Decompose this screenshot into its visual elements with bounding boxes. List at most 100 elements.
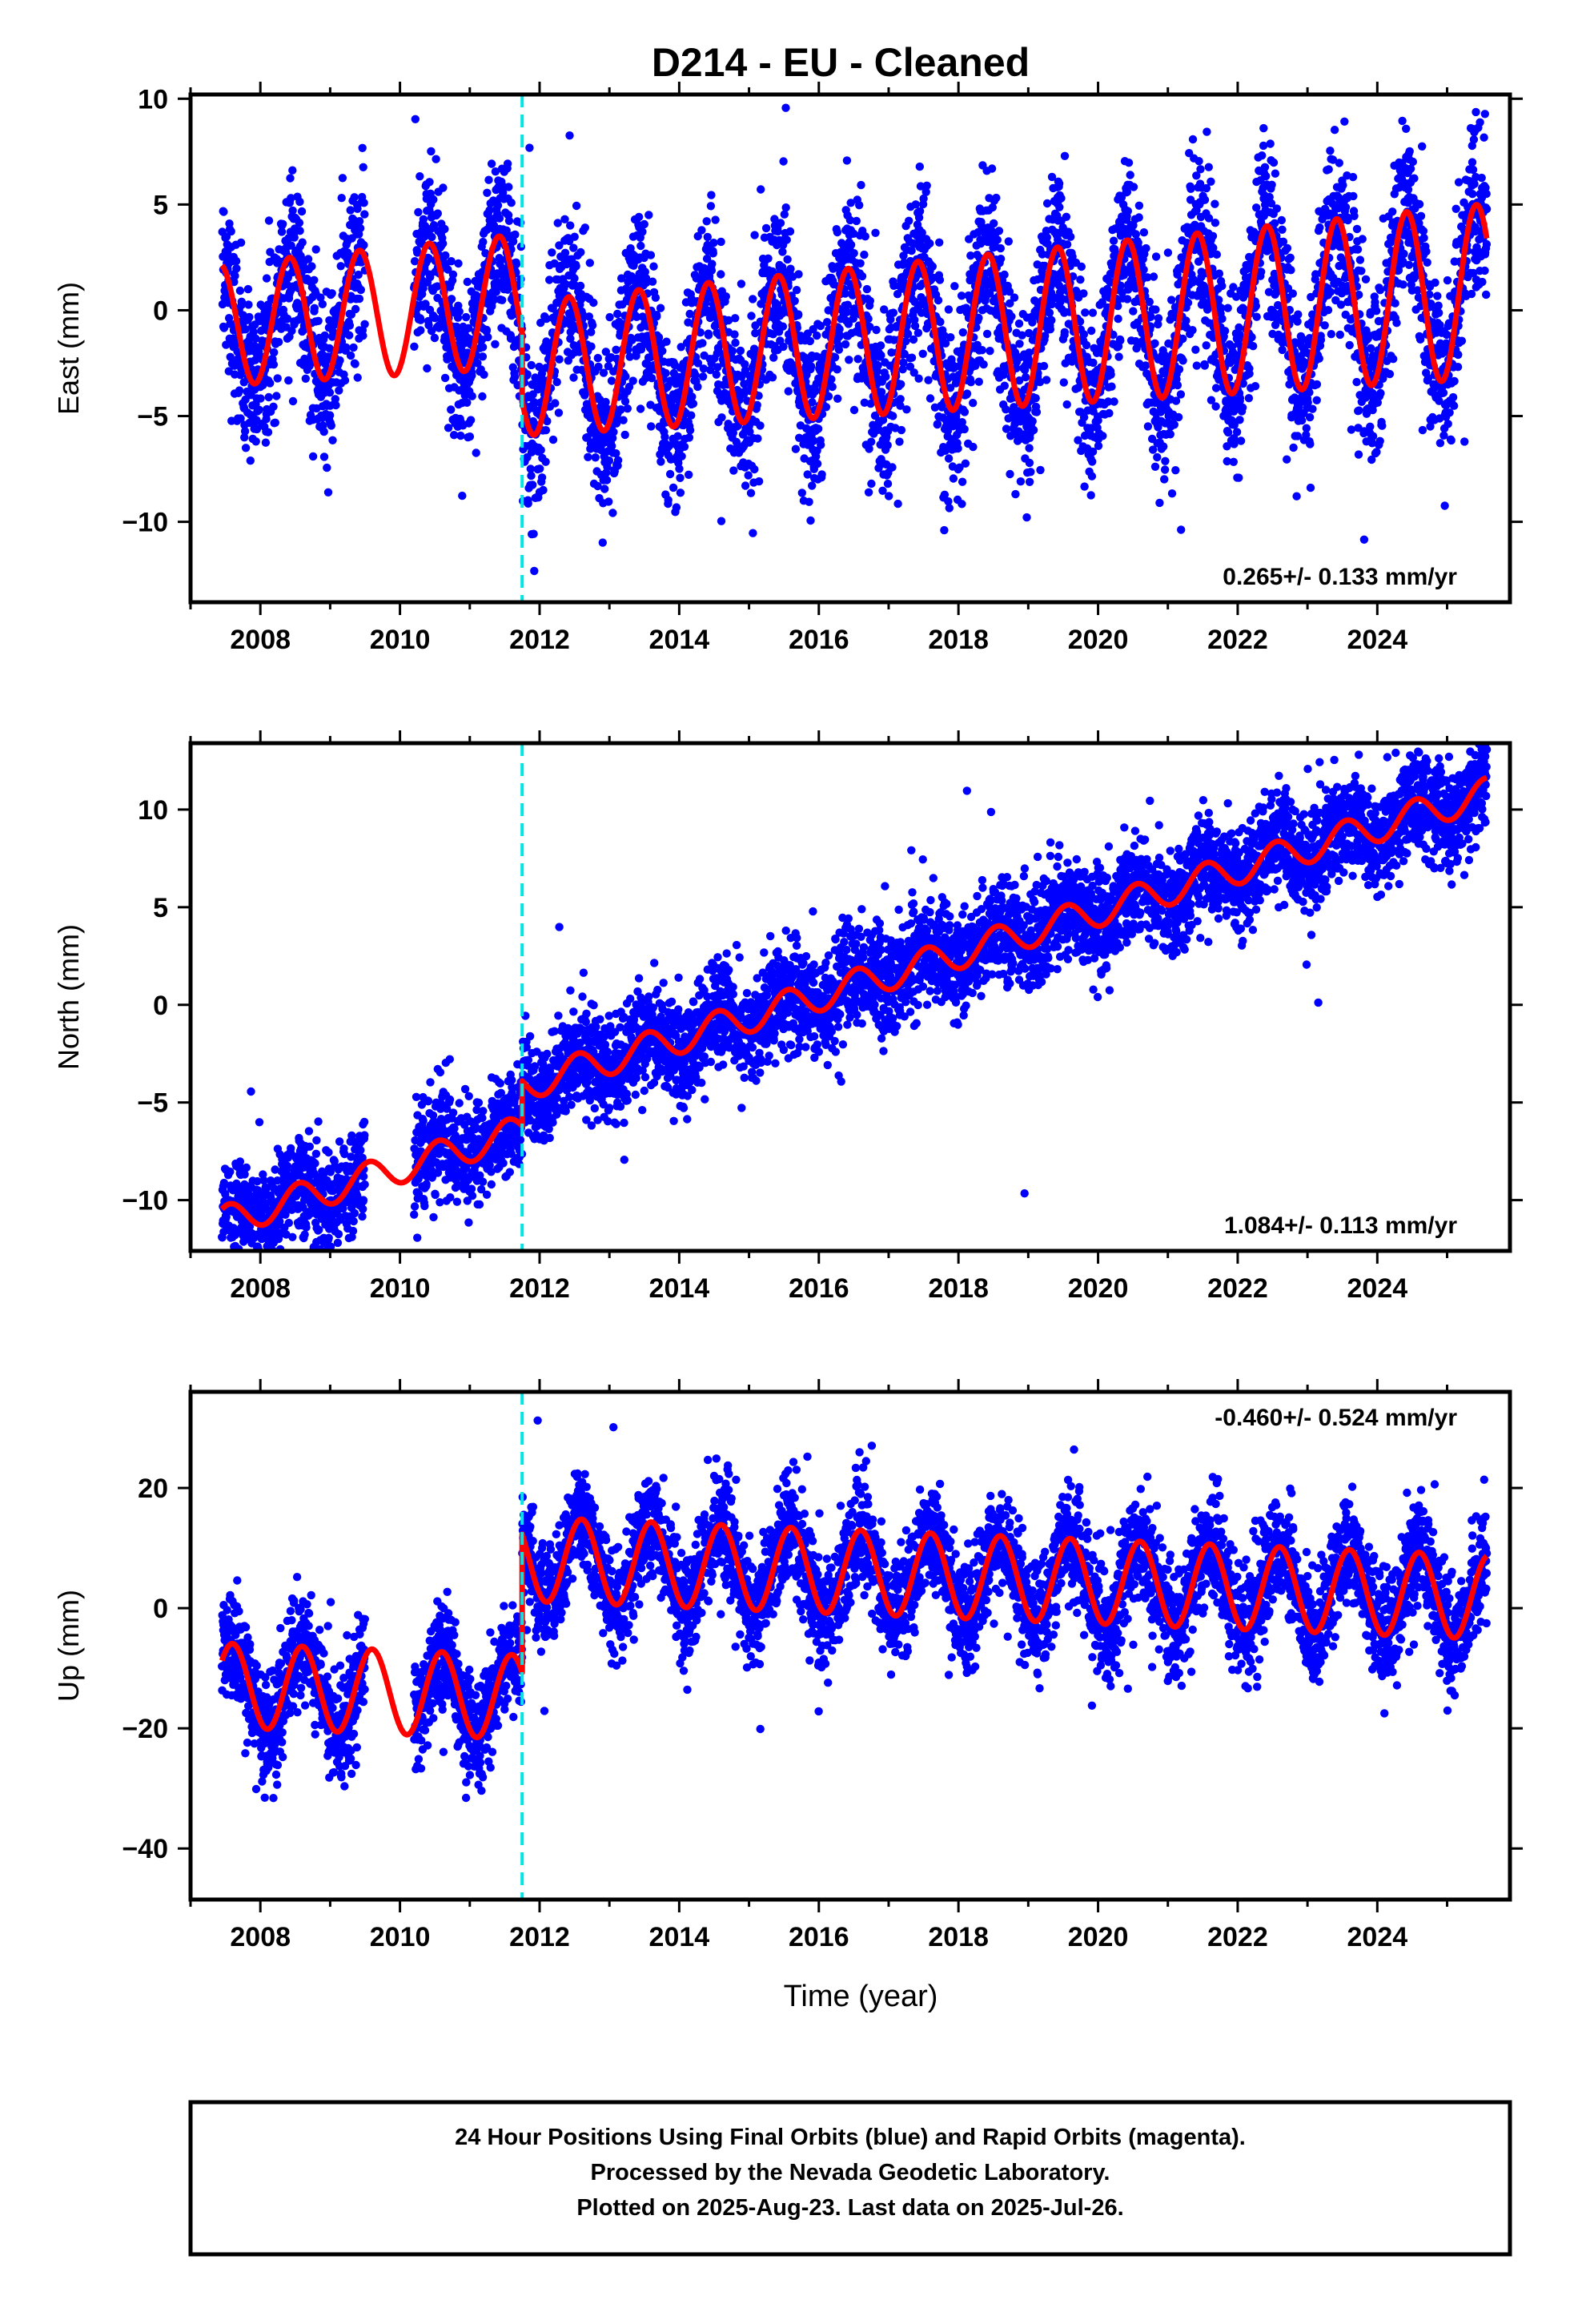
data-point — [297, 207, 307, 216]
data-point — [704, 331, 713, 340]
data-point — [623, 404, 632, 413]
data-point — [1171, 466, 1180, 475]
data-point — [433, 282, 442, 291]
data-point — [1114, 314, 1122, 324]
data-point — [331, 400, 340, 410]
data-point — [593, 353, 602, 363]
data-point — [1235, 473, 1243, 482]
data-point — [1110, 397, 1118, 406]
data-point — [1107, 382, 1116, 391]
data-point — [1151, 252, 1161, 261]
data-point — [1007, 312, 1016, 321]
data-point — [432, 155, 440, 163]
data-point — [541, 426, 551, 435]
data-point — [950, 282, 959, 291]
data-point — [424, 254, 433, 263]
data-point — [227, 227, 235, 236]
data-point — [1249, 342, 1258, 351]
data-point — [958, 477, 967, 486]
data-point — [539, 485, 548, 495]
data-point — [359, 199, 368, 207]
data-point — [994, 227, 1004, 235]
data-point — [262, 274, 271, 283]
data-point — [949, 474, 958, 483]
data-point — [274, 337, 283, 347]
data-point — [1151, 305, 1160, 314]
data-point — [337, 194, 346, 203]
data-point — [576, 281, 585, 291]
data-point — [455, 307, 464, 316]
data-point — [1154, 314, 1163, 323]
data-point — [1167, 489, 1177, 498]
data-point — [273, 374, 282, 383]
data-point — [728, 347, 737, 356]
data-point — [288, 166, 297, 175]
data-point — [338, 174, 347, 183]
data-point — [493, 201, 503, 210]
data-point — [319, 427, 328, 436]
data-point — [232, 264, 241, 273]
data-point — [249, 328, 258, 336]
data-point — [305, 358, 315, 367]
data-point — [889, 412, 897, 420]
data-point — [270, 348, 279, 357]
data-point — [717, 237, 725, 247]
data-point — [609, 428, 618, 436]
data-point — [235, 286, 245, 296]
data-point — [502, 226, 511, 235]
data-point — [709, 249, 717, 258]
data-point — [537, 369, 547, 378]
data-point — [355, 217, 364, 226]
data-point — [1177, 525, 1186, 534]
data-point — [717, 517, 726, 525]
data-point — [1191, 345, 1200, 354]
data-point — [231, 256, 241, 266]
data-point — [730, 330, 739, 339]
data-point — [857, 271, 867, 281]
data-point — [441, 251, 450, 260]
data-point — [867, 437, 876, 446]
data-point — [990, 219, 998, 228]
data-point — [757, 185, 765, 194]
data-point — [1174, 365, 1184, 374]
data-point — [933, 420, 942, 428]
data-point — [416, 316, 425, 324]
data-point — [693, 382, 702, 392]
data-point — [287, 326, 296, 336]
data-point — [853, 355, 862, 364]
data-point — [416, 172, 424, 181]
data-point — [1016, 477, 1026, 486]
data-point — [946, 333, 955, 342]
data-point — [1204, 163, 1214, 171]
data-point — [778, 322, 788, 331]
data-point — [346, 351, 355, 360]
data-point — [360, 210, 369, 219]
data-point — [1235, 416, 1244, 424]
data-point — [479, 237, 488, 247]
data-point — [453, 313, 463, 322]
data-point — [487, 159, 496, 168]
data-point — [1047, 316, 1056, 325]
data-point — [1315, 354, 1324, 363]
data-point — [1251, 382, 1260, 391]
data-point — [410, 342, 419, 351]
data-point — [256, 394, 265, 403]
data-point — [311, 245, 320, 254]
data-point — [444, 265, 452, 274]
data-point — [1293, 317, 1302, 326]
data-point — [797, 489, 806, 497]
data-point — [1283, 455, 1291, 464]
data-point — [325, 411, 335, 420]
data-point — [865, 296, 875, 305]
data-point — [484, 175, 493, 184]
data-point — [1077, 262, 1086, 271]
data-point — [1163, 248, 1173, 257]
data-point — [1260, 163, 1270, 171]
data-point — [1288, 289, 1298, 298]
data-point — [1094, 441, 1103, 450]
data-point — [427, 147, 436, 156]
data-point — [620, 430, 629, 440]
data-point — [478, 392, 487, 401]
data-point — [1306, 483, 1315, 493]
data-point — [565, 131, 574, 140]
